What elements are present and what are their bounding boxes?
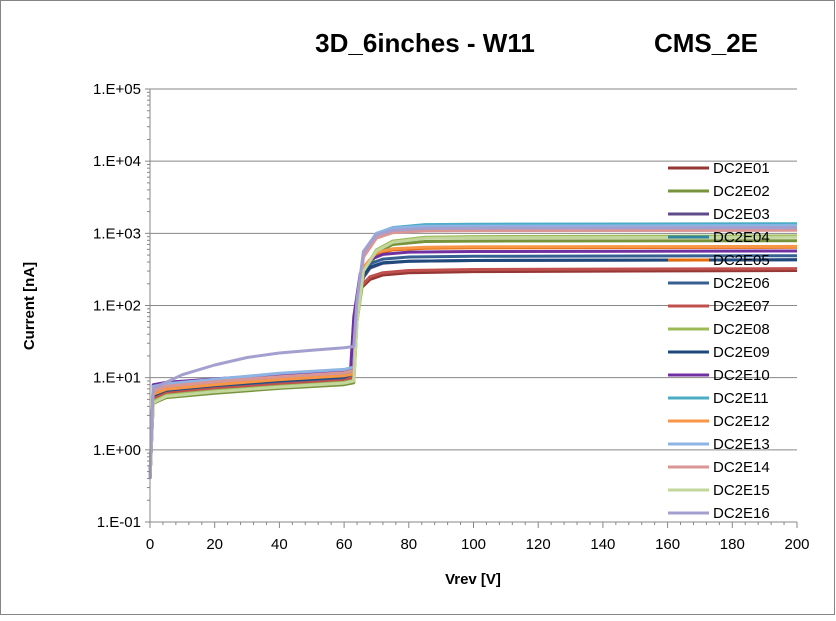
- legend-label: DC2E01: [713, 160, 770, 177]
- x-tick-label: 140: [590, 536, 615, 553]
- x-tick-label: 40: [271, 536, 288, 553]
- chart-title: 3D_6inches - W11: [315, 28, 535, 58]
- y-tick-label: 1.E+00: [93, 442, 141, 459]
- legend-label: DC2E07: [713, 298, 770, 315]
- legend: DC2E01 DC2E02 DC2E03 DC2E04 DC2E05 DC2E06 DC2E…: [668, 160, 770, 522]
- series-line: [148, 235, 798, 479]
- y-tick-labels: 1.E-01 1.E+00 1.E+01 1.E+02 1.E+03 1.E+04 1.E+…: [93, 81, 141, 531]
- legend-label: DC2E11: [713, 390, 769, 407]
- x-axis-title: Vrev [V]: [445, 571, 501, 588]
- x-tick-label: 100: [461, 536, 486, 553]
- legend-label: DC2E05: [713, 252, 770, 269]
- legend-label: DC2E03: [713, 206, 770, 223]
- x-tick-label: 60: [336, 536, 353, 553]
- y-tick-label: 1.E+04: [93, 153, 141, 170]
- axes: [145, 88, 798, 528]
- x-tick-label: 200: [784, 536, 809, 553]
- legend-label: DC2E16: [713, 505, 770, 522]
- legend-label: DC2E13: [713, 436, 770, 453]
- y-tick-label: 1.E+01: [93, 370, 141, 387]
- legend-label: DC2E08: [713, 321, 770, 338]
- x-tick-label: 180: [720, 536, 745, 553]
- y-tick-label: 1.E+05: [93, 81, 141, 98]
- x-tick-labels: 0 20 40 60 80 100 120 140 160 180 200: [146, 536, 810, 553]
- series-lines: [148, 222, 798, 479]
- x-tick-label: 20: [206, 536, 223, 553]
- legend-label: DC2E02: [713, 183, 770, 200]
- y-tick-label: 1.E-01: [97, 514, 141, 531]
- legend-label: DC2E06: [713, 275, 770, 292]
- legend-label: DC2E10: [713, 367, 770, 384]
- x-tick-label: 120: [526, 536, 551, 553]
- legend-label: DC2E04: [713, 229, 770, 246]
- legend-label: DC2E12: [713, 413, 770, 430]
- chart-subtitle: CMS_2E: [654, 28, 758, 58]
- legend-label: DC2E14: [713, 459, 770, 476]
- legend-label: DC2E15: [713, 482, 770, 499]
- legend-label: DC2E09: [713, 344, 770, 361]
- series-line: [148, 226, 798, 479]
- x-tick-label: 160: [655, 536, 680, 553]
- y-tick-label: 1.E+02: [93, 298, 141, 315]
- y-tick-label: 1.E+03: [93, 225, 141, 242]
- y-axis-title: Current [nA]: [21, 262, 38, 350]
- x-tick-label: 80: [400, 536, 417, 553]
- x-tick-label: 0: [146, 536, 154, 553]
